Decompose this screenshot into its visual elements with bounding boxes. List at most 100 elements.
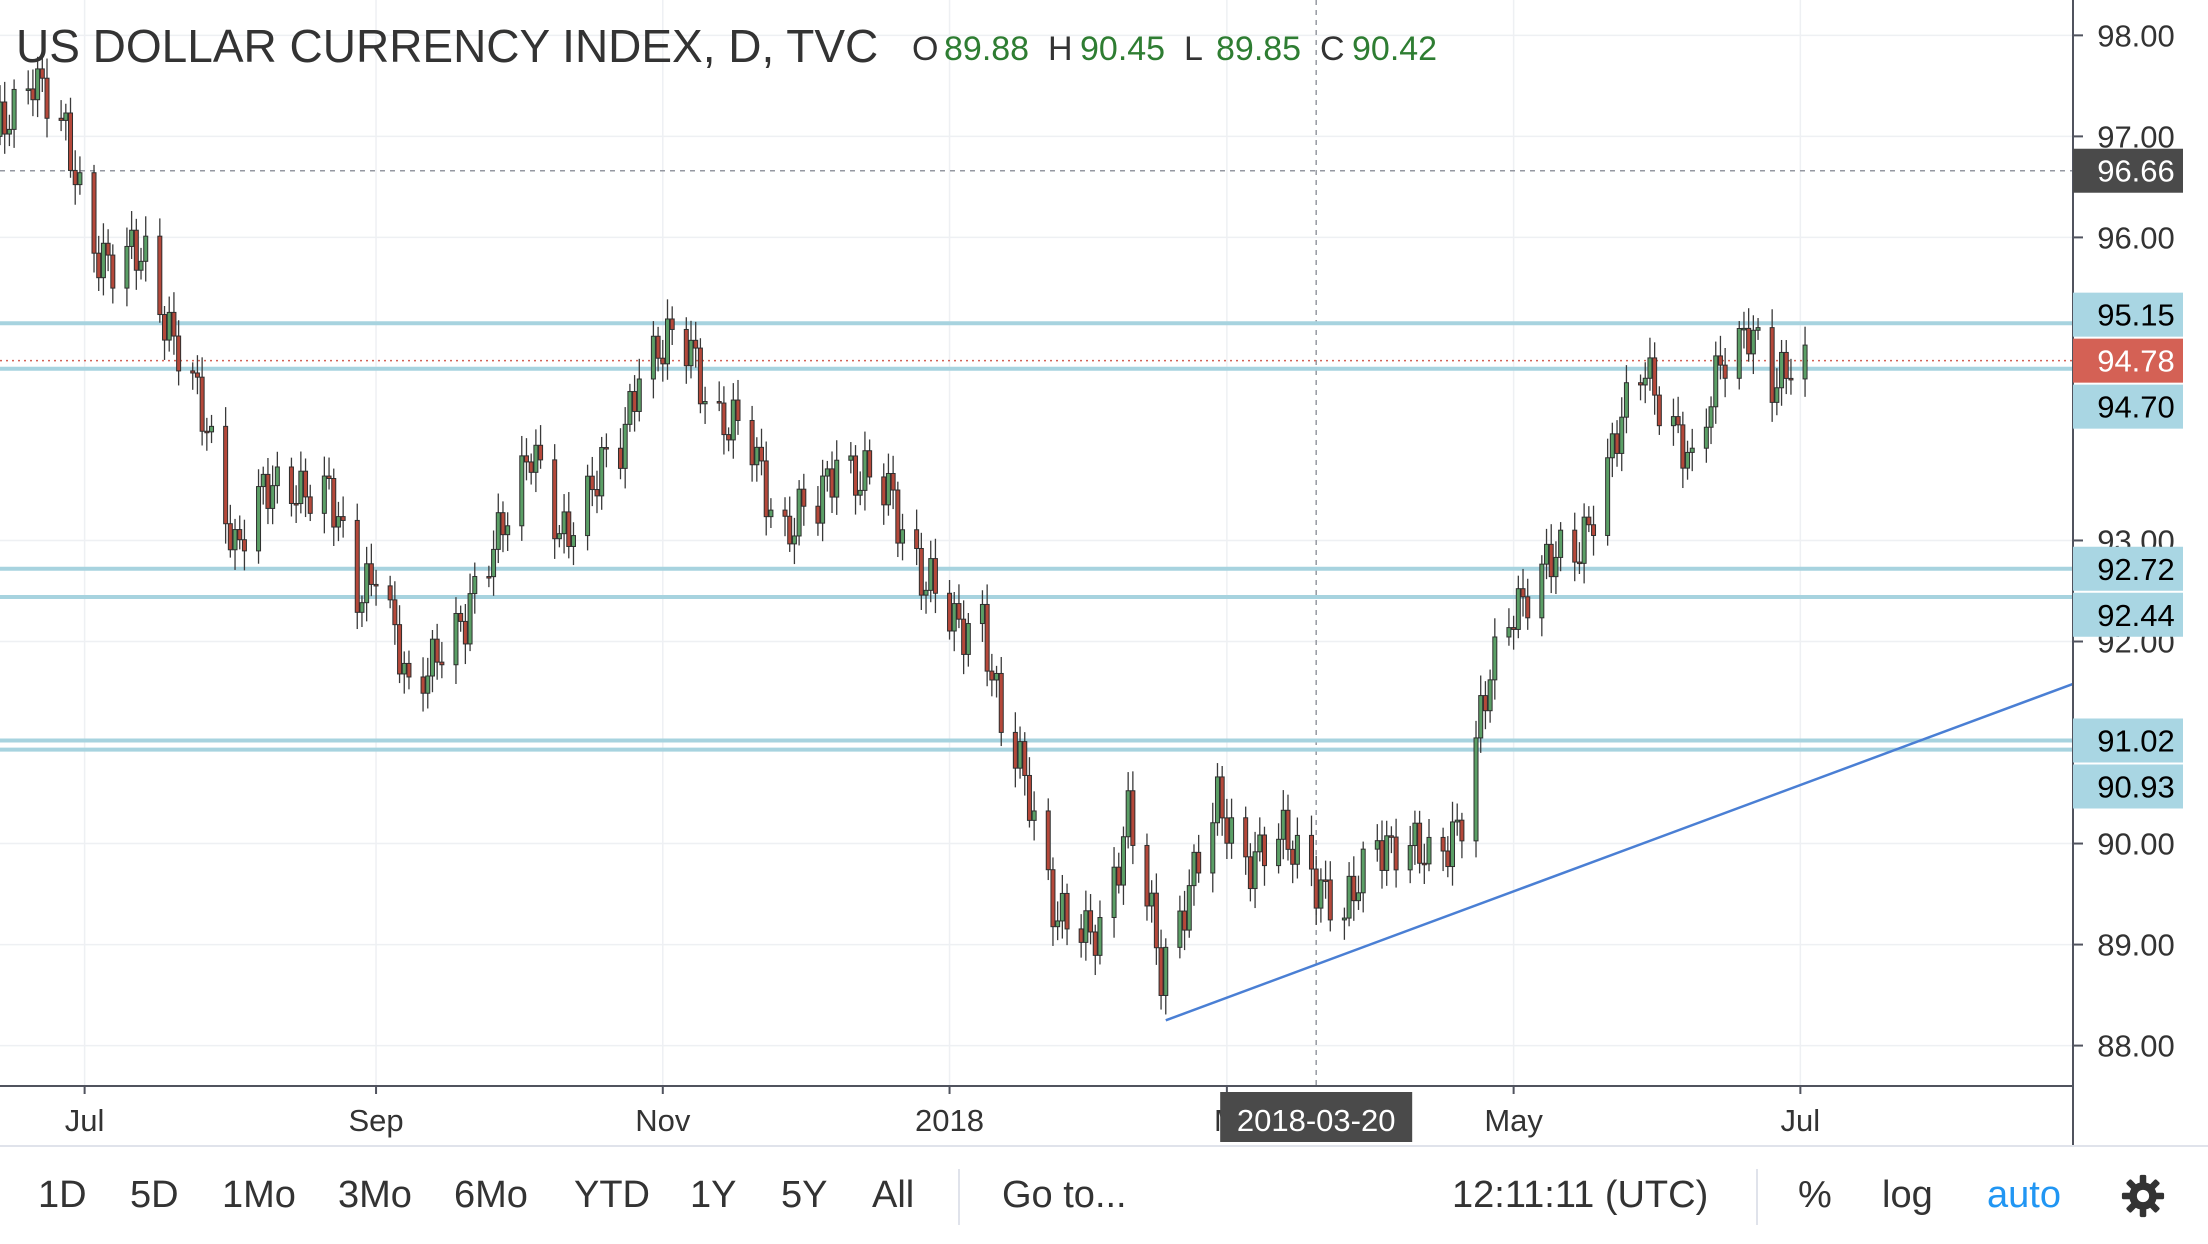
candle[interactable] [867,439,873,485]
candle[interactable] [627,383,633,432]
candle[interactable] [77,156,83,195]
candle[interactable] [1539,555,1545,637]
candle[interactable] [763,441,769,536]
candle[interactable] [1092,924,1098,976]
candle[interactable] [829,451,835,514]
utc-clock[interactable]: 12:11:11 (UTC) [1452,1174,1709,1216]
candle[interactable] [1717,335,1723,380]
candle[interactable] [1708,396,1714,445]
candle[interactable] [914,509,920,566]
candle[interactable] [1379,820,1385,889]
candle[interactable] [176,320,182,386]
candle[interactable] [1656,386,1662,435]
candle[interactable] [1158,929,1164,1010]
candle[interactable] [1153,873,1159,965]
candle[interactable] [401,651,407,694]
candle[interactable] [561,494,567,554]
candle[interactable] [787,496,793,552]
candle[interactable] [1083,890,1089,961]
candle[interactable] [486,565,492,588]
range-1d-button[interactable]: 1D [38,1174,87,1216]
candle[interactable] [227,504,233,558]
candle[interactable] [1750,315,1756,375]
candle[interactable] [1774,368,1780,416]
candle[interactable] [1558,522,1564,572]
candle[interactable] [1515,575,1521,639]
candle[interactable] [425,657,431,709]
candle[interactable] [265,457,271,525]
candle[interactable] [1586,506,1592,533]
candle[interactable] [1544,528,1550,580]
candle[interactable] [1426,818,1432,872]
candle[interactable] [603,433,609,468]
candle[interactable] [138,247,144,280]
candle[interactable] [998,656,1004,747]
candle[interactable] [58,100,64,132]
candle[interactable] [1506,608,1512,646]
candle[interactable] [1769,309,1775,422]
candle[interactable] [1703,408,1709,463]
candle[interactable] [735,379,741,435]
candle[interactable] [1642,362,1648,404]
candle[interactable] [885,453,891,516]
candle[interactable] [928,540,934,603]
candle[interactable] [439,641,445,679]
candle[interactable] [429,629,435,693]
candle[interactable] [392,581,398,645]
candle[interactable] [1572,512,1578,582]
candle[interactable] [303,458,309,518]
candle[interactable] [387,575,393,609]
candle[interactable] [1591,505,1597,556]
candle[interactable] [1022,732,1028,796]
candle[interactable] [44,58,50,138]
candle[interactable] [124,227,130,307]
candle[interactable] [622,407,628,489]
candle[interactable] [556,525,562,548]
candle[interactable] [923,581,929,614]
candle[interactable] [1191,844,1197,906]
candle[interactable] [335,501,341,542]
candle[interactable] [895,481,901,558]
candle[interactable] [1059,874,1065,939]
candle[interactable] [340,496,346,538]
candle[interactable] [594,470,600,514]
candle[interactable] [890,455,896,510]
candle[interactable] [1638,374,1644,401]
candle[interactable] [801,473,807,526]
candle[interactable] [834,440,840,515]
candle[interactable] [129,211,135,259]
candle[interactable] [1224,798,1230,860]
candle[interactable] [1581,503,1587,584]
candle[interactable] [768,498,774,529]
candle[interactable] [274,451,280,504]
candle[interactable] [1294,817,1300,879]
candle[interactable] [373,569,379,606]
candle[interactable] [1088,894,1094,945]
candle[interactable] [796,480,802,546]
candle[interactable] [1130,771,1136,865]
candle[interactable] [523,438,529,481]
candle[interactable] [538,425,544,469]
range-6mo-button[interactable]: 6Mo [454,1174,528,1216]
candle[interactable] [133,218,139,290]
candle[interactable] [1078,914,1084,958]
range-ytd-button[interactable]: YTD [574,1174,650,1216]
candle[interactable] [157,218,163,323]
candle[interactable] [994,665,1000,698]
candle[interactable] [364,546,370,622]
candle[interactable] [1445,836,1451,878]
candle[interactable] [166,296,172,352]
range-1mo-button[interactable]: 1Mo [222,1174,296,1216]
candle[interactable] [1605,438,1611,546]
candle[interactable] [1026,757,1032,828]
candle[interactable] [1247,843,1253,902]
candle[interactable] [1196,834,1202,883]
candle[interactable] [354,503,360,630]
candle[interactable] [961,600,967,675]
candle[interactable] [1412,810,1418,865]
candle[interactable] [848,442,854,474]
candle[interactable] [1450,801,1456,886]
candle[interactable] [359,595,365,628]
candle[interactable] [68,97,74,178]
candle[interactable] [956,584,962,629]
